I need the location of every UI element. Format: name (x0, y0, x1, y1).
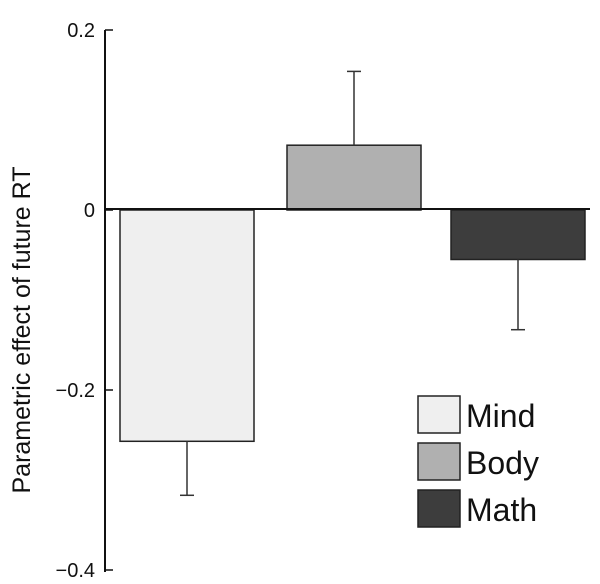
error-bars (180, 70, 525, 497)
bar-math (450, 209, 586, 261)
y-tick-label: 0 (84, 200, 95, 222)
bar-mind (119, 209, 255, 443)
legend-label-body: Body (466, 445, 539, 481)
y-tick-label: −0.2 (56, 380, 95, 402)
legend-swatch-math (417, 489, 461, 528)
y-tick-label: 0.2 (67, 20, 95, 42)
bar-body (286, 144, 422, 211)
legend-label-math: Math (466, 492, 537, 528)
y-ticks: 0.2 0 −0.2 −0.4 (56, 20, 113, 582)
y-axis-label: Parametric effect of future RT (8, 167, 36, 494)
legend-swatch-mind (417, 395, 461, 434)
legend-swatch-body (417, 442, 461, 481)
legend-label-mind: Mind (466, 398, 535, 434)
bars (119, 144, 586, 443)
legend: Mind Body Math (417, 395, 539, 528)
y-tick-label: −0.4 (56, 560, 95, 582)
